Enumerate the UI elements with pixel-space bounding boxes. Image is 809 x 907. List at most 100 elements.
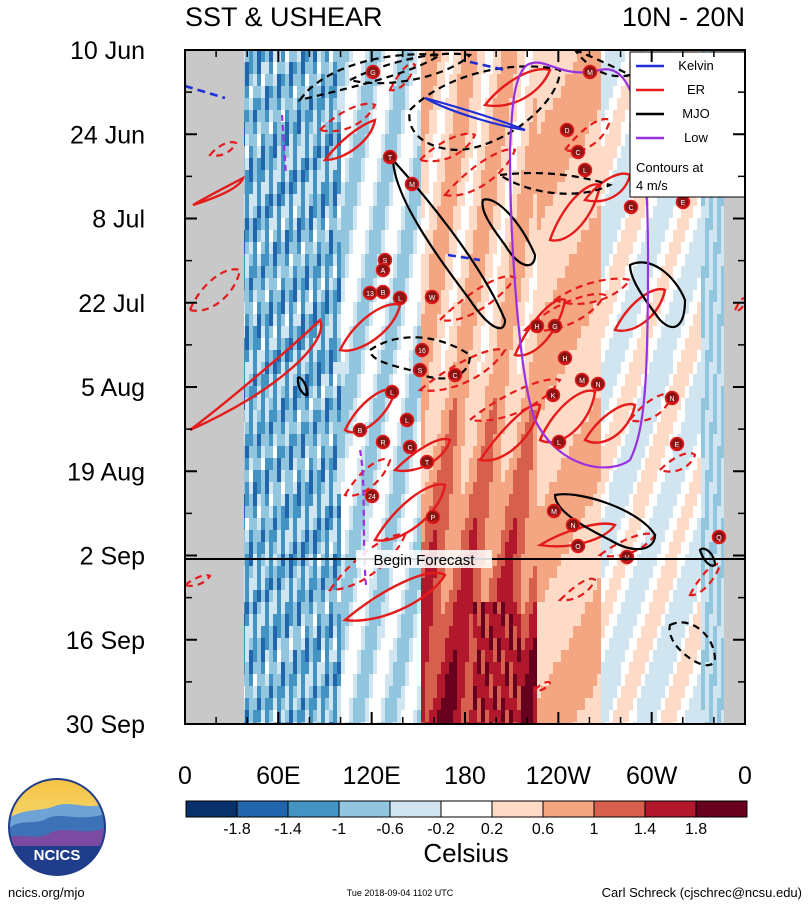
heatmap-cell [541, 266, 546, 279]
heatmap-cell [489, 266, 494, 279]
heatmap-cell [561, 170, 566, 183]
heatmap-cell [621, 350, 626, 363]
heatmap-cell [585, 422, 590, 435]
heatmap-cell [473, 134, 478, 147]
heatmap-cell [461, 194, 466, 207]
heatmap-cell [645, 374, 650, 387]
heatmap-cell [561, 134, 566, 147]
heatmap-cell [485, 146, 490, 159]
heatmap-cell [613, 242, 618, 255]
heatmap-cell [613, 302, 618, 315]
heatmap-cell [373, 362, 378, 375]
heatmap-cell [633, 230, 638, 243]
heatmap-cell [513, 326, 518, 339]
heatmap-cell [273, 218, 278, 231]
heatmap-cell [609, 266, 614, 279]
heatmap-cell [569, 338, 574, 351]
heatmap-cell [581, 434, 586, 447]
heatmap-cell [697, 194, 702, 207]
heatmap-cell [317, 302, 322, 315]
heatmap-cell [353, 278, 358, 291]
heatmap-cell [513, 422, 518, 435]
heatmap-cell [345, 458, 350, 471]
heatmap-cell [453, 302, 458, 315]
heatmap-cell [277, 278, 282, 291]
heatmap-cell [441, 338, 446, 351]
heatmap-cell [341, 74, 346, 87]
heatmap-cell [665, 218, 670, 231]
heatmap-cell [657, 434, 662, 447]
heatmap-cell [341, 242, 346, 255]
heatmap-cell [349, 470, 354, 483]
heatmap-cell [409, 134, 414, 147]
heatmap-cell [497, 398, 502, 411]
heatmap-cell [345, 194, 350, 207]
heatmap-cell [585, 302, 590, 315]
heatmap-cell [617, 290, 622, 303]
heatmap-cell [649, 206, 654, 219]
heatmap-cell [553, 242, 558, 255]
heatmap-cell [325, 338, 330, 351]
heatmap-cell [501, 218, 506, 231]
heatmap-cell [629, 434, 634, 447]
heatmap-cell [341, 350, 346, 363]
heatmap-cell [273, 290, 278, 303]
heatmap-cell [613, 434, 618, 447]
heatmap-cell [389, 98, 394, 111]
heatmap-cell [533, 194, 538, 207]
heatmap-cell [581, 314, 586, 327]
heatmap-cell [441, 350, 446, 363]
heatmap-cell [369, 446, 374, 459]
heatmap-cell [357, 314, 362, 327]
heatmap-cell [381, 350, 386, 363]
heatmap-cell [645, 386, 650, 399]
heatmap-cell [649, 254, 654, 267]
heatmap-cell [565, 422, 570, 435]
heatmap-cell [593, 74, 598, 87]
heatmap-cell [661, 218, 666, 231]
heatmap-cell [685, 242, 690, 255]
heatmap-cell [277, 302, 282, 315]
heatmap-cell [265, 242, 270, 255]
heatmap-cell [557, 254, 562, 267]
heatmap-cell [477, 386, 482, 399]
heatmap-cell [269, 62, 274, 75]
heatmap-cell [293, 362, 298, 375]
heatmap-cell [625, 62, 630, 75]
heatmap-cell [553, 170, 558, 183]
heatmap-cell [601, 278, 606, 291]
heatmap-cell [301, 278, 306, 291]
heatmap-cell [373, 470, 378, 483]
heatmap-cell [253, 374, 258, 387]
heatmap-cell [465, 98, 470, 111]
heatmap-cell [249, 458, 254, 471]
heatmap-cell [625, 182, 630, 195]
heatmap-cell [325, 398, 330, 411]
heatmap-cell [249, 350, 254, 363]
heatmap-cell [245, 134, 250, 147]
heatmap-cell [505, 134, 510, 147]
heatmap-cell [265, 302, 270, 315]
heatmap-cell [681, 362, 686, 375]
heatmap-cell [693, 410, 698, 423]
heatmap-cell [617, 110, 622, 123]
heatmap-cell [485, 422, 490, 435]
heatmap-cell [297, 278, 302, 291]
heatmap-cell [589, 446, 594, 459]
heatmap-cell [461, 410, 466, 423]
heatmap-cell [617, 86, 622, 99]
heatmap-cell [633, 194, 638, 207]
heatmap-cell [501, 74, 506, 87]
heatmap-cell [429, 434, 434, 447]
heatmap-cell [713, 278, 718, 291]
heatmap-cell [381, 182, 386, 195]
heatmap-cell [465, 470, 470, 483]
heatmap-cell [561, 422, 566, 435]
heatmap-cell [445, 86, 450, 99]
heatmap-cell [473, 338, 478, 351]
heatmap-cell [277, 158, 282, 171]
heatmap-cell [277, 386, 282, 399]
heatmap-cell [545, 446, 550, 459]
heatmap-cell [661, 458, 666, 471]
heatmap-cell [417, 194, 422, 207]
